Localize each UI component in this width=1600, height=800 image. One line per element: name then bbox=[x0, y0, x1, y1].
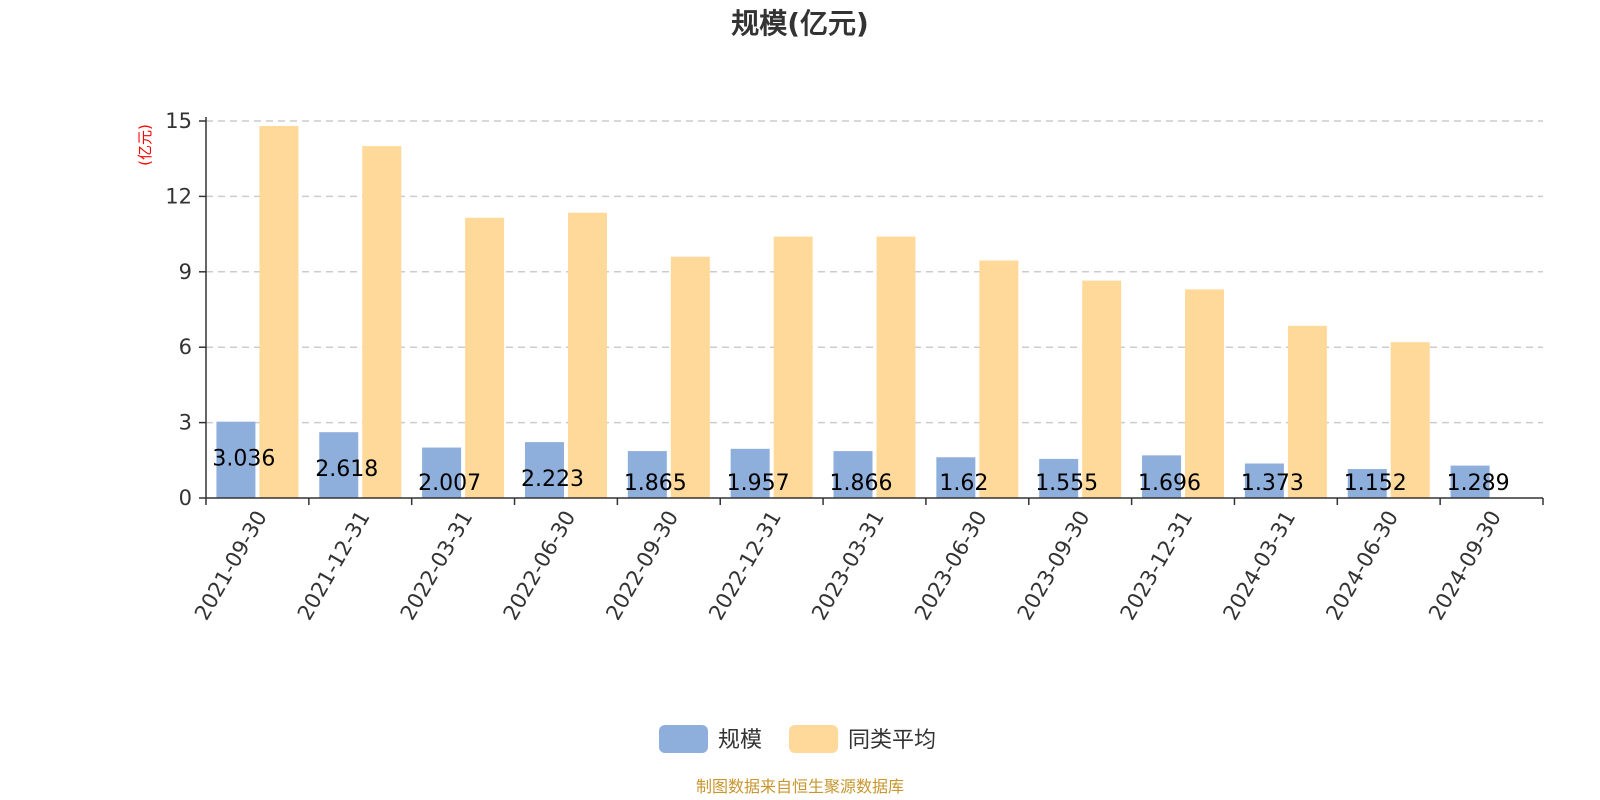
x-tick-label: 2023-03-31 bbox=[807, 507, 889, 625]
bar-peer-average bbox=[1185, 289, 1225, 498]
x-tick-label: 2024-06-30 bbox=[1321, 507, 1403, 625]
bar-scale bbox=[524, 442, 564, 498]
bar-peer-average bbox=[979, 260, 1019, 498]
x-tick-label: 2022-03-31 bbox=[396, 507, 478, 625]
x-tick-label: 2023-09-30 bbox=[1013, 507, 1095, 625]
x-tick-label: 2023-06-30 bbox=[910, 507, 992, 625]
legend-label: 规模 bbox=[718, 728, 762, 753]
data-label: 1.289 bbox=[1447, 471, 1510, 496]
bar-peer-average bbox=[670, 256, 710, 498]
bar-peer-average bbox=[1390, 342, 1430, 498]
bar-scale bbox=[216, 421, 256, 498]
y-tick-label: 6 bbox=[179, 335, 192, 359]
x-tick-label: 2021-09-30 bbox=[190, 507, 272, 625]
data-source-note: 制图数据来自恒生聚源数据库 bbox=[696, 777, 904, 796]
bar-scale bbox=[319, 432, 359, 498]
data-label: 2.007 bbox=[418, 471, 481, 496]
legend-swatch bbox=[789, 725, 838, 753]
data-label: 1.865 bbox=[624, 471, 687, 496]
x-tick-label: 2024-09-30 bbox=[1424, 507, 1506, 625]
x-tick-label: 2022-09-30 bbox=[601, 507, 683, 625]
bar-scale bbox=[422, 447, 462, 498]
bar-peer-average bbox=[362, 146, 402, 498]
bar-scale bbox=[936, 457, 976, 498]
legend-label: 同类平均 bbox=[848, 728, 936, 753]
y-tick-label: 12 bbox=[165, 184, 192, 208]
data-label: 2.618 bbox=[315, 457, 378, 482]
bar-peer-average bbox=[567, 212, 607, 498]
chart-title: 规模(亿元) bbox=[731, 7, 869, 40]
bar-scale bbox=[627, 451, 667, 498]
x-tick-label: 2023-12-31 bbox=[1116, 507, 1198, 625]
bar-scale bbox=[1450, 465, 1490, 498]
data-label: 1.152 bbox=[1344, 471, 1407, 496]
y-tick-label: 9 bbox=[179, 260, 192, 284]
data-label: 2.223 bbox=[521, 467, 584, 492]
x-tick-label: 2022-12-31 bbox=[704, 507, 786, 625]
x-tick-label: 2022-06-30 bbox=[498, 507, 580, 625]
bar-peer-average bbox=[259, 126, 299, 498]
y-tick-label: 15 bbox=[165, 109, 192, 133]
legend-swatch bbox=[659, 725, 708, 753]
bar-scale bbox=[1244, 463, 1284, 498]
bar-scale bbox=[1347, 469, 1387, 498]
y-tick-label: 0 bbox=[179, 486, 192, 510]
x-tick-label: 2024-03-31 bbox=[1218, 507, 1300, 625]
data-label: 1.957 bbox=[727, 471, 790, 496]
grid-lines bbox=[206, 120, 1543, 424]
bar-peer-average bbox=[773, 236, 813, 498]
data-label: 1.866 bbox=[830, 471, 893, 496]
bar-peer-average bbox=[1082, 280, 1122, 498]
y-tick-label: 3 bbox=[179, 411, 192, 435]
data-label: 1.62 bbox=[939, 471, 988, 496]
bar-scale bbox=[1039, 458, 1079, 498]
data-label: 1.555 bbox=[1035, 471, 1098, 496]
bars: 3.036 2.618 2.007 2.223 1.865 1.957 1.866 1.62 1… bbox=[212, 126, 1510, 498]
bar-scale bbox=[1142, 455, 1182, 498]
y-axis-unit-label: (亿元) bbox=[136, 124, 154, 166]
data-label: 1.696 bbox=[1138, 471, 1201, 496]
x-tick-label: 2021-12-31 bbox=[293, 507, 375, 625]
bar-peer-average bbox=[465, 217, 505, 498]
bar-peer-average bbox=[876, 236, 916, 498]
bar-peer-average bbox=[1287, 325, 1327, 498]
bar-scale bbox=[730, 448, 770, 498]
bar-scale bbox=[833, 451, 873, 498]
legend: 规模 同类平均 bbox=[659, 725, 936, 753]
data-label: 1.373 bbox=[1241, 471, 1304, 496]
data-label: 3.036 bbox=[212, 447, 275, 472]
